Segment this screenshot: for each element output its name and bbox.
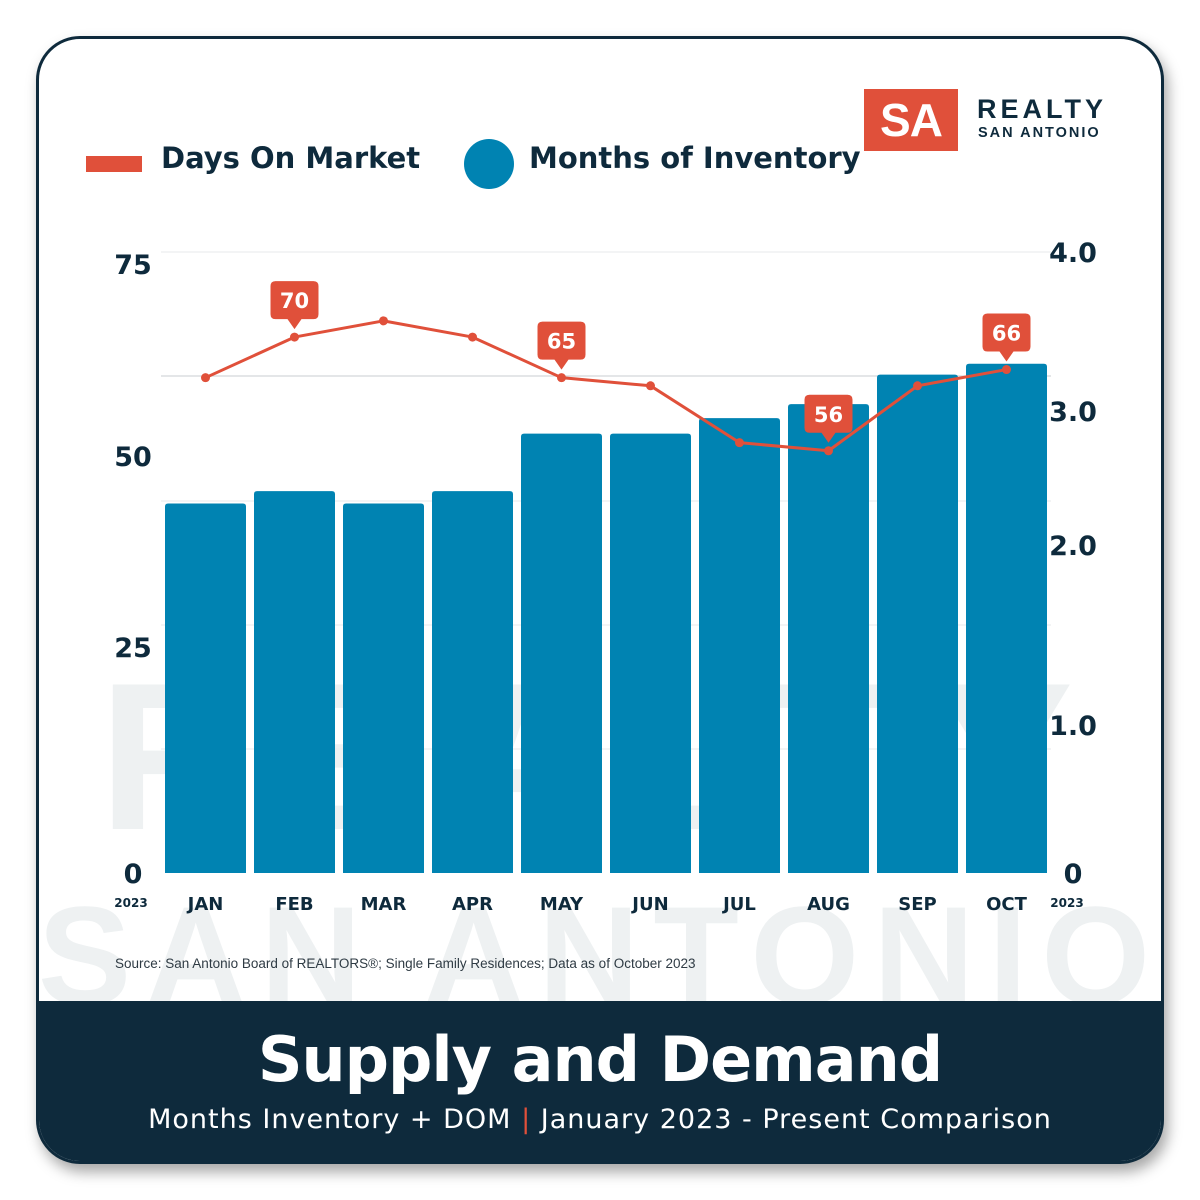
right-axis-tick-4-0: 4.0: [1049, 238, 1097, 269]
logo-san-antonio-text: SAN ANTONIO: [978, 125, 1101, 141]
x-tick-label-feb: FEB: [275, 894, 313, 915]
x-tick-label-jul: JUL: [721, 894, 756, 915]
callout-bubble-oct: [982, 313, 1031, 362]
footer-banner: Supply and Demand Months Inventory + DOM…: [39, 1001, 1161, 1161]
callout-label-feb: 70: [280, 289, 309, 313]
days-on-market-legend-label: Days On Market: [161, 141, 421, 175]
left-axis-year: 2023: [114, 896, 147, 910]
callout-label-aug: 56: [814, 403, 843, 427]
inventory-bar-mar: [343, 503, 424, 873]
callout-label-oct: 66: [992, 322, 1021, 346]
right-axis-tick-1-0: 1.0: [1049, 711, 1097, 742]
page-title: Supply and Demand: [257, 1023, 943, 1096]
left-axis-tick-50: 50: [114, 442, 152, 473]
legend: Days On Market Months of Inventory: [39, 111, 1161, 189]
left-axis-tick-75: 75: [114, 250, 152, 281]
x-tick-label-may: MAY: [540, 894, 584, 915]
dom-callouts: 70 65 56 66: [270, 281, 1031, 443]
logo-realty-text: REALTY: [977, 94, 1107, 124]
inventory-bar-apr: [432, 491, 513, 873]
sa-logo-mark: SA: [864, 89, 958, 151]
x-tick-label-jun: JUN: [630, 894, 668, 915]
inventory-bar-jun: [610, 433, 691, 873]
dom-point-oct: [1002, 365, 1011, 375]
dom-point-may: [557, 373, 566, 383]
subtitle-right: January 2023 - Present Comparison: [540, 1104, 1052, 1135]
inventory-bar-aug: [788, 404, 869, 873]
dom-point-sep: [913, 381, 922, 391]
right-axis-tick-3-0: 3.0: [1049, 397, 1097, 428]
inventory-bar-jul: [699, 418, 780, 873]
right-axis-year: 2023: [1050, 896, 1083, 910]
x-tick-label-sep: SEP: [898, 894, 936, 915]
inventory-bar-oct: [966, 363, 1047, 873]
subtitle-left: Months Inventory + DOM: [148, 1104, 512, 1135]
page-subtitle: Months Inventory + DOM | January 2023 - …: [39, 1104, 1161, 1135]
x-tick-label-oct: OCT: [986, 894, 1028, 915]
inventory-bar-sep: [877, 374, 958, 873]
months-of-inventory-legend-label: Months of Inventory: [529, 141, 861, 175]
dom-point-feb: [290, 332, 299, 342]
dom-point-jun: [646, 381, 655, 391]
left-axis-tick-25: 25: [114, 633, 152, 664]
callout-bubble-feb: [270, 281, 319, 330]
left-axis-tick-0: 0: [124, 859, 143, 890]
dom-point-jul: [735, 438, 744, 448]
subtitle-separator: |: [521, 1104, 532, 1135]
dom-point-apr: [468, 332, 477, 342]
dom-point-mar: [379, 316, 388, 326]
days-on-market-line: [201, 316, 1011, 456]
source-note: Source: San Antonio Board of REALTORS®; …: [115, 956, 696, 971]
callout-bubble-may: [537, 321, 586, 370]
dom-point-jan: [201, 373, 210, 383]
days-on-market-swatch: [86, 156, 142, 172]
callout-label-may: 65: [547, 330, 576, 354]
x-tick-label-mar: MAR: [361, 894, 407, 915]
inventory-bar-feb: [254, 491, 335, 873]
x-tick-label-jan: JAN: [186, 894, 224, 915]
x-tick-label-apr: APR: [452, 894, 493, 915]
axes: JAN FEB MAR APR MAY JUN JUL AUG SEP OCT 75 50 25 0 202…: [114, 238, 1097, 915]
dom-point-aug: [824, 446, 833, 456]
chart-card: Days On Market Months of Inventory SA RE…: [36, 36, 1164, 1164]
inventory-bar-may: [521, 433, 602, 873]
inventory-bar-jan: [165, 503, 246, 873]
callout-bubble-aug: [804, 394, 853, 443]
right-axis-tick-0: 0: [1064, 859, 1083, 890]
dom-series-line: [204, 319, 1007, 453]
inventory-bars: [165, 363, 1047, 873]
x-tick-label-aug: AUG: [807, 894, 850, 915]
right-axis-tick-2-0: 2.0: [1049, 531, 1097, 562]
months-of-inventory-swatch: [464, 139, 514, 189]
